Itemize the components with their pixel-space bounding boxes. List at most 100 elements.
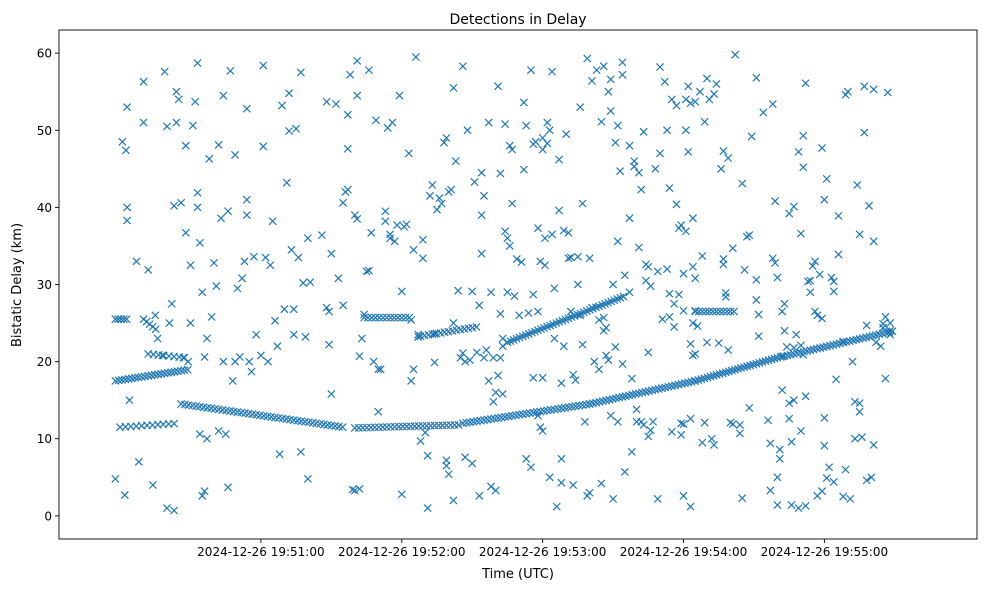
data-point <box>139 118 148 127</box>
data-point <box>656 149 665 158</box>
data-point <box>132 257 141 266</box>
data-point <box>644 262 653 271</box>
data-point <box>754 310 763 319</box>
data-point <box>425 191 434 200</box>
data-point <box>181 141 190 150</box>
data-point <box>162 504 172 513</box>
data-point <box>355 352 364 361</box>
data-point <box>627 374 636 383</box>
data-point <box>665 289 674 298</box>
data-point <box>867 473 876 482</box>
data-point <box>364 66 373 75</box>
data-point <box>660 77 669 86</box>
data-point <box>381 207 390 216</box>
data-point <box>418 235 427 244</box>
data-point <box>806 288 815 297</box>
data-point <box>280 305 289 314</box>
data-point <box>557 379 566 388</box>
data-point <box>710 440 719 449</box>
chart-title: Detections in Delay <box>449 12 586 28</box>
data-point <box>207 312 216 321</box>
data-point <box>829 277 838 286</box>
data-point <box>186 261 195 270</box>
data-point <box>764 356 773 365</box>
data-point <box>174 95 183 104</box>
data-point <box>486 288 496 297</box>
data-point <box>735 420 744 429</box>
data-point <box>881 374 890 383</box>
data-point <box>390 313 399 322</box>
data-point <box>773 473 782 482</box>
data-point <box>454 420 463 429</box>
data-point <box>416 437 425 446</box>
data-point <box>170 367 179 376</box>
data-point <box>226 66 235 75</box>
y-tick-label: 10 <box>37 432 52 446</box>
data-point <box>663 265 672 274</box>
data-point <box>238 274 247 283</box>
data-point <box>451 157 460 166</box>
data-point <box>794 147 803 156</box>
data-point <box>557 478 566 487</box>
data-point <box>287 245 296 254</box>
data-point <box>247 367 256 376</box>
data-point <box>496 353 505 362</box>
x-tick-label: 2024-12-26 19:54:00 <box>620 545 747 559</box>
data-point <box>564 254 573 263</box>
data-point <box>550 284 559 293</box>
data-point <box>585 488 594 497</box>
data-point <box>374 365 383 374</box>
data-point <box>707 434 716 443</box>
data-point <box>789 396 798 405</box>
data-point <box>428 180 437 190</box>
data-point <box>401 313 410 322</box>
data-point <box>764 416 773 425</box>
data-point <box>548 230 557 239</box>
data-point <box>472 348 481 357</box>
data-point <box>616 167 625 176</box>
y-tick-label: 30 <box>37 278 52 292</box>
x-axis-label: Time (UTC) <box>481 567 554 582</box>
data-point <box>787 437 796 446</box>
data-point <box>694 376 703 385</box>
data-point <box>503 234 512 243</box>
data-point <box>818 314 827 323</box>
data-point <box>157 369 166 378</box>
x-axis: 2024-12-26 19:51:00 2024-12-26 19:52:00 20… <box>197 539 888 559</box>
data-point <box>533 307 542 316</box>
data-point <box>402 220 411 229</box>
data-point <box>327 249 336 258</box>
data-point <box>517 258 526 267</box>
data-point <box>296 68 305 77</box>
data-point <box>785 414 794 423</box>
data-point <box>327 389 336 399</box>
data-point <box>594 365 604 374</box>
data-point <box>162 122 172 131</box>
data-point <box>301 332 310 341</box>
data-point <box>519 165 528 174</box>
data-point <box>353 56 362 65</box>
data-point <box>296 447 305 456</box>
data-point <box>324 340 334 349</box>
data-point <box>815 270 824 279</box>
data-point <box>698 307 707 316</box>
data-point <box>686 414 695 423</box>
data-point <box>437 199 446 208</box>
data-point <box>715 370 724 379</box>
data-point <box>656 62 665 72</box>
data-point <box>651 164 660 173</box>
data-point <box>752 73 761 82</box>
data-point <box>381 217 390 226</box>
data-point <box>266 261 275 270</box>
data-point <box>698 251 707 260</box>
data-point <box>390 237 399 246</box>
data-point <box>789 202 798 211</box>
data-point <box>505 141 514 150</box>
data-point <box>799 131 808 140</box>
data-point <box>677 430 686 439</box>
data-point <box>289 330 298 339</box>
data-point <box>144 265 153 274</box>
data-point <box>346 70 355 79</box>
data-point <box>212 282 221 291</box>
data-point <box>188 121 197 130</box>
